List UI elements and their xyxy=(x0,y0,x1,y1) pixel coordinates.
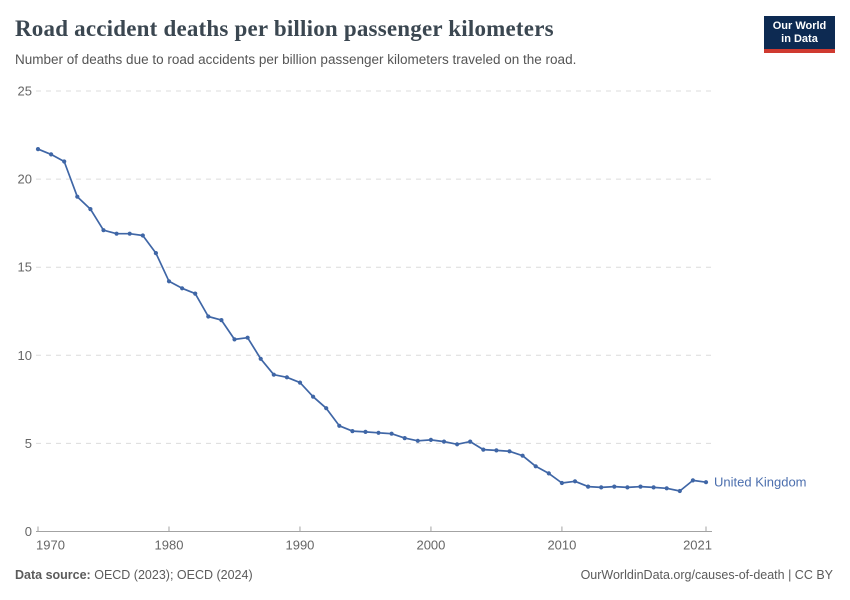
data-point[interactable] xyxy=(677,488,682,494)
data-point[interactable] xyxy=(507,449,512,454)
data-point[interactable] xyxy=(455,442,460,447)
series-line[interactable] xyxy=(37,148,707,492)
data-point[interactable] xyxy=(690,478,696,483)
chart-subtitle: Number of deaths due to road accidents p… xyxy=(15,52,577,67)
x-tick-label: 2021 xyxy=(683,538,712,553)
data-point[interactable] xyxy=(586,484,591,489)
y-tick-label: 25 xyxy=(18,84,32,99)
data-source-label: Data source: xyxy=(15,568,91,582)
data-point[interactable] xyxy=(245,335,250,340)
data-point[interactable] xyxy=(481,447,486,452)
data-point[interactable] xyxy=(546,471,551,476)
data-point[interactable] xyxy=(599,485,604,490)
y-tick-label: 10 xyxy=(18,348,32,363)
data-point[interactable] xyxy=(402,436,407,441)
data-point[interactable] xyxy=(363,429,368,434)
data-point[interactable] xyxy=(311,394,316,399)
y-tick-label: 20 xyxy=(18,172,32,187)
data-point[interactable] xyxy=(88,207,93,212)
data-point[interactable] xyxy=(572,479,578,484)
data-point[interactable] xyxy=(494,448,499,453)
data-point[interactable] xyxy=(180,286,185,291)
data-point[interactable] xyxy=(166,279,172,284)
owid-logo[interactable]: Our World in Data xyxy=(764,16,835,53)
x-tick-label: 2010 xyxy=(547,538,576,553)
logo-line-2: in Data xyxy=(781,33,818,45)
data-point[interactable] xyxy=(219,318,224,323)
data-point[interactable] xyxy=(376,430,381,435)
data-point[interactable] xyxy=(703,480,709,485)
data-point[interactable] xyxy=(232,337,237,342)
data-point[interactable] xyxy=(520,453,525,458)
data-point[interactable] xyxy=(533,464,538,469)
data-point[interactable] xyxy=(415,438,420,443)
data-point[interactable] xyxy=(389,431,394,436)
data-point[interactable] xyxy=(350,429,355,434)
x-tick-label: 2000 xyxy=(416,538,445,553)
data-point[interactable] xyxy=(271,372,276,377)
data-point[interactable] xyxy=(297,380,303,385)
data-point[interactable] xyxy=(101,228,106,233)
data-point[interactable] xyxy=(428,437,433,442)
data-point[interactable] xyxy=(559,480,565,486)
data-point[interactable] xyxy=(114,231,119,236)
data-point[interactable] xyxy=(193,291,198,296)
data-source: Data source: OECD (2023); OECD (2024) xyxy=(15,568,253,582)
data-point[interactable] xyxy=(62,159,67,164)
logo-line-1: Our World xyxy=(772,20,827,32)
x-tick-label: 1990 xyxy=(285,538,314,553)
chart-footer: Data source: OECD (2023); OECD (2024) Ou… xyxy=(15,568,833,582)
chart-title: Road accident deaths per billion passeng… xyxy=(15,16,554,41)
y-tick-label: 0 xyxy=(25,524,32,539)
data-point[interactable] xyxy=(625,485,630,490)
data-point[interactable] xyxy=(651,485,656,490)
data-point[interactable] xyxy=(612,484,617,489)
data-point[interactable] xyxy=(35,147,41,152)
data-point[interactable] xyxy=(127,231,132,236)
data-point[interactable] xyxy=(284,375,289,380)
data-point[interactable] xyxy=(324,406,329,411)
data-point[interactable] xyxy=(468,439,473,444)
data-point[interactable] xyxy=(153,251,158,256)
data-point[interactable] xyxy=(337,423,342,428)
data-point[interactable] xyxy=(75,194,80,199)
attribution-link[interactable]: OurWorldinData.org/causes-of-death | CC … xyxy=(580,568,833,582)
data-point[interactable] xyxy=(638,484,643,489)
data-point[interactable] xyxy=(441,439,447,444)
data-point[interactable] xyxy=(206,314,211,319)
data-source-value: OECD (2023); OECD (2024) xyxy=(94,568,253,582)
y-tick-label: 5 xyxy=(25,436,32,451)
data-point[interactable] xyxy=(258,356,263,361)
x-tick-label: 1980 xyxy=(155,538,184,553)
entity-label: United Kingdom xyxy=(714,475,807,490)
x-tick-label: 1970 xyxy=(36,538,65,553)
y-tick-label: 15 xyxy=(18,260,32,275)
data-point[interactable] xyxy=(140,233,145,238)
data-point[interactable] xyxy=(49,152,54,157)
data-point[interactable] xyxy=(664,486,669,491)
